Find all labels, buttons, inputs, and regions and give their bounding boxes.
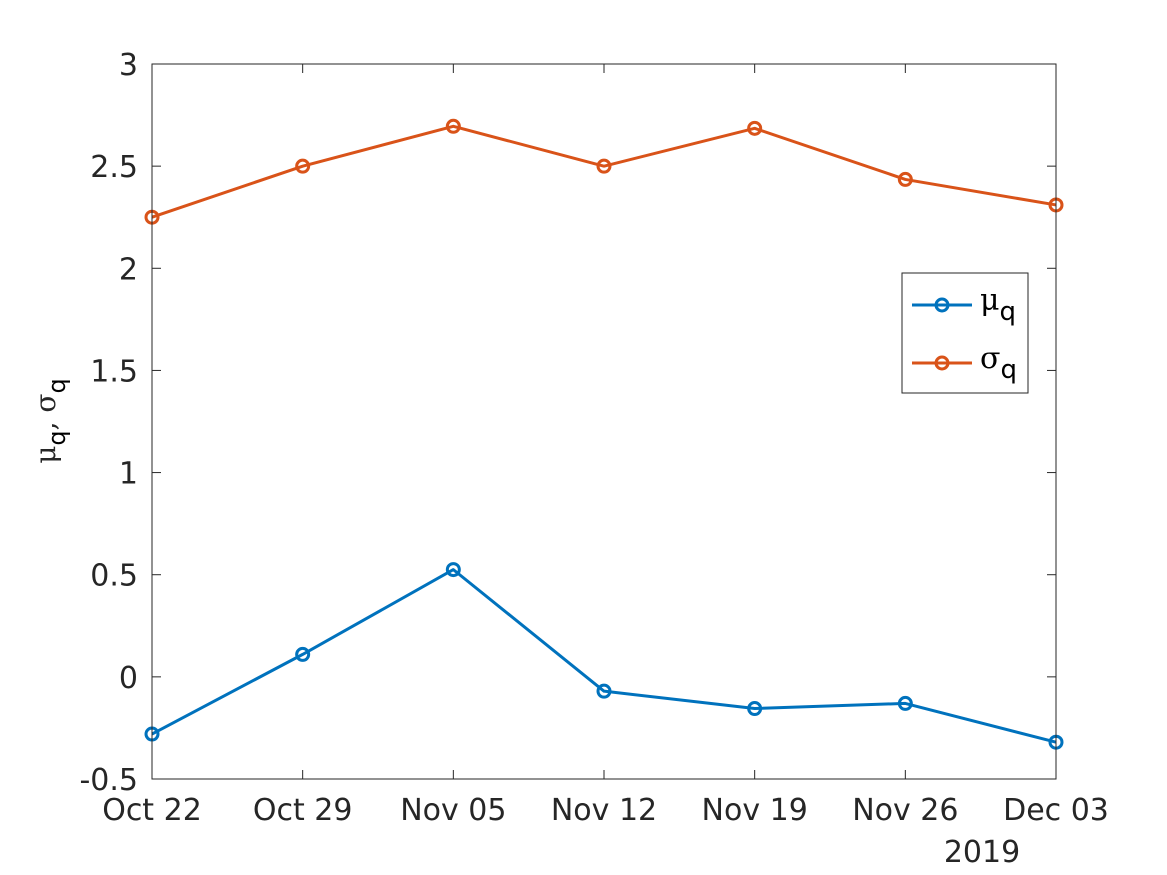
data-point bbox=[897, 171, 913, 187]
x-tick-label: Nov 19 bbox=[702, 793, 808, 828]
legend-sigma-symbol: σ bbox=[980, 341, 1000, 376]
y-tick-label: 0.5 bbox=[90, 559, 138, 594]
y-tick-label: 1.5 bbox=[90, 354, 138, 389]
data-point bbox=[445, 562, 461, 578]
y-axis-label-mu-sub: q bbox=[43, 430, 71, 445]
x-tick-labels: Oct 22 Oct 29 Nov 05 Nov 12 Nov 19 Nov 26 Dec … bbox=[102, 793, 1109, 828]
y-axis-label-sigma-sub: q bbox=[43, 378, 71, 393]
y-tick-label: 0 bbox=[119, 661, 138, 696]
y-tick-labels: -0.5 0 0.5 1 1.5 2 2.5 3 bbox=[79, 48, 138, 798]
y-axis-label: μq, σq bbox=[29, 378, 71, 464]
data-point bbox=[596, 158, 612, 174]
x-tick-label: Oct 22 bbox=[102, 793, 202, 828]
legend-marker-sigma bbox=[934, 355, 950, 371]
legend: μq σq bbox=[901, 272, 1029, 394]
y-axis-label-mu: μ bbox=[29, 446, 62, 464]
axis-ticks bbox=[151, 63, 1057, 780]
x-tick-label: Dec 03 bbox=[1003, 793, 1109, 828]
x-tick-label: Nov 05 bbox=[400, 793, 506, 828]
legend-marker-mu bbox=[934, 297, 950, 313]
legend-entry-sigma: σq bbox=[980, 341, 1017, 385]
y-tick-label: 1 bbox=[119, 457, 138, 492]
data-point bbox=[747, 701, 763, 717]
legend-mu-symbol: μ bbox=[980, 283, 1000, 318]
data-point bbox=[445, 118, 461, 134]
data-point bbox=[596, 683, 612, 699]
data-point bbox=[295, 158, 311, 174]
x-tick-label: Nov 26 bbox=[852, 793, 958, 828]
x-tick-label: Oct 29 bbox=[253, 793, 353, 828]
x-tick-label: Nov 12 bbox=[551, 793, 657, 828]
data-point bbox=[295, 646, 311, 662]
y-tick-label: 2 bbox=[119, 252, 138, 287]
legend-box bbox=[901, 272, 1029, 394]
data-point bbox=[897, 695, 913, 711]
plot-frame bbox=[151, 63, 1057, 780]
series-line-1 bbox=[151, 124, 1057, 219]
legend-mu-sub: q bbox=[1000, 297, 1017, 327]
series-line-0 bbox=[151, 568, 1057, 744]
y-tick-label: -0.5 bbox=[79, 763, 138, 798]
legend-sigma-sub: q bbox=[1000, 355, 1017, 385]
y-axis-label-separator: , bbox=[29, 413, 62, 431]
y-axis-label-sigma: σ bbox=[29, 393, 62, 412]
data-point bbox=[747, 120, 763, 136]
y-tick-label: 3 bbox=[119, 48, 138, 83]
y-tick-label: 2.5 bbox=[90, 150, 138, 185]
x-secondary-label: 2019 bbox=[944, 835, 1020, 870]
legend-entry-mu: μq bbox=[980, 283, 1016, 327]
